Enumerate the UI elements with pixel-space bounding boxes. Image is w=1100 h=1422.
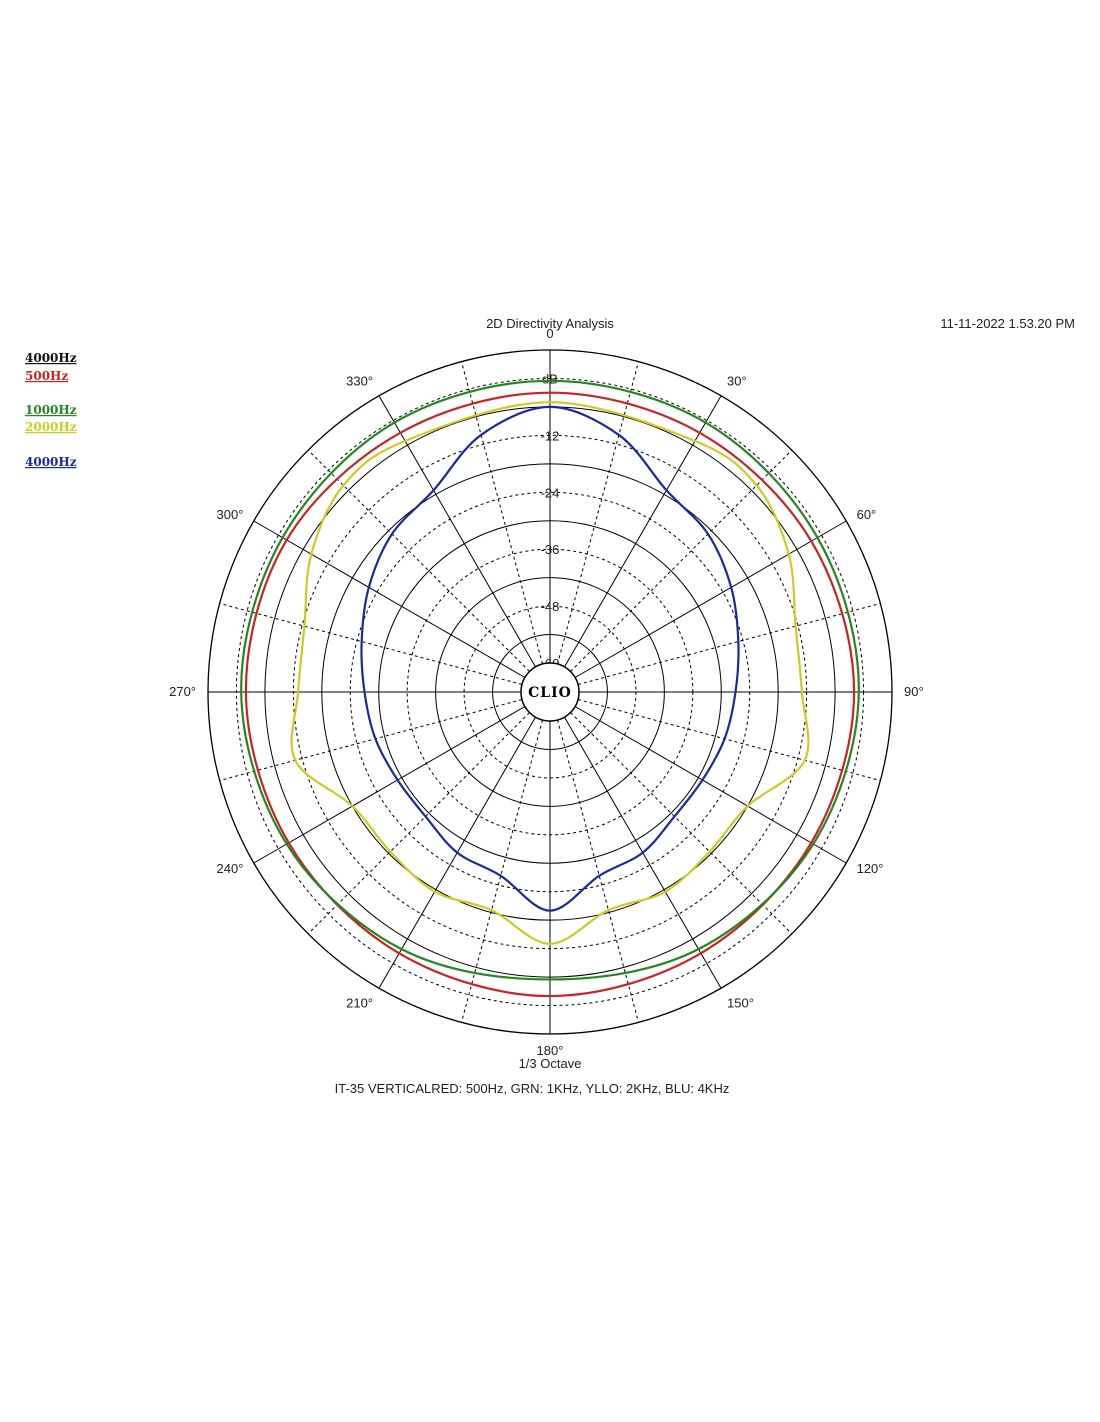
grid-spoke bbox=[307, 449, 530, 672]
angle-label: 30° bbox=[727, 373, 747, 388]
legend-item-2000hz: 2000Hz bbox=[25, 420, 77, 434]
series-line-4000hz-3 bbox=[360, 405, 740, 912]
grid-spoke bbox=[574, 706, 847, 864]
grid-spoke bbox=[570, 449, 793, 672]
grid-spoke bbox=[253, 520, 526, 678]
angle-label: 270° bbox=[169, 684, 196, 699]
radial-label: -36 bbox=[541, 542, 560, 557]
legend-item-1000hz: 1000Hz bbox=[25, 403, 77, 417]
series-group bbox=[240, 379, 860, 998]
grid-spoke bbox=[253, 706, 526, 864]
grid-spoke bbox=[307, 712, 530, 935]
angle-label: 150° bbox=[727, 996, 754, 1011]
chart-caption: IT-35 VERTICALRED: 500Hz, GRN: 1KHz, YLL… bbox=[335, 1081, 730, 1096]
legend: 4000Hz 500Hz 1000Hz 2000Hz 4000Hz bbox=[25, 351, 77, 469]
radial-label: -48 bbox=[541, 599, 560, 614]
octave-label: 1/3 Octave bbox=[519, 1056, 582, 1071]
radial-label: dB bbox=[542, 372, 558, 387]
grid-spoke bbox=[557, 361, 640, 665]
grid-spoke bbox=[564, 395, 722, 668]
angle-label: 0 bbox=[546, 326, 553, 341]
series-line-1000hz-1 bbox=[240, 379, 860, 981]
grid-spoke bbox=[219, 602, 523, 685]
angle-label: 90° bbox=[904, 684, 924, 699]
grid-spoke bbox=[577, 602, 881, 685]
clio-logo: CLIO bbox=[520, 662, 580, 722]
angle-label: 120° bbox=[857, 861, 884, 876]
timestamp: 11-11-2022 1.53.20 PM bbox=[940, 316, 1075, 331]
legend-item-4000hz-blue: 4000Hz bbox=[25, 455, 77, 469]
grid-spoke bbox=[219, 699, 523, 782]
chart-title: 2D Directivity Analysis bbox=[486, 316, 614, 331]
radial-label: -12 bbox=[541, 428, 560, 443]
grid-spoke bbox=[570, 712, 793, 935]
grid-spoke bbox=[378, 395, 536, 668]
angle-label: 210° bbox=[346, 996, 373, 1011]
polar-grid: 0 30° 60° 90° 120° 150° 180° 210° 240° 270° 300° 33… bbox=[169, 326, 924, 1058]
legend-item-500hz: 500Hz bbox=[25, 369, 68, 383]
grid-spoke bbox=[460, 361, 543, 665]
series-line-500hz-0 bbox=[244, 391, 856, 998]
logo-circle bbox=[520, 662, 580, 722]
grid-spoke bbox=[577, 699, 881, 782]
series-line-2000hz-2 bbox=[290, 401, 810, 945]
angle-label: 240° bbox=[217, 861, 244, 876]
radial-label: -24 bbox=[541, 485, 560, 500]
grid-spoke bbox=[557, 719, 640, 1023]
angle-label: 300° bbox=[217, 507, 244, 522]
logo-text: CLIO bbox=[528, 685, 572, 701]
legend-item-4000hz-black: 4000Hz bbox=[25, 351, 77, 365]
grid-spoke bbox=[460, 719, 543, 1023]
grid-spoke bbox=[574, 520, 847, 678]
angle-label: 180° bbox=[537, 1043, 564, 1058]
angle-label: 330° bbox=[346, 373, 373, 388]
angle-label: 60° bbox=[857, 507, 877, 522]
